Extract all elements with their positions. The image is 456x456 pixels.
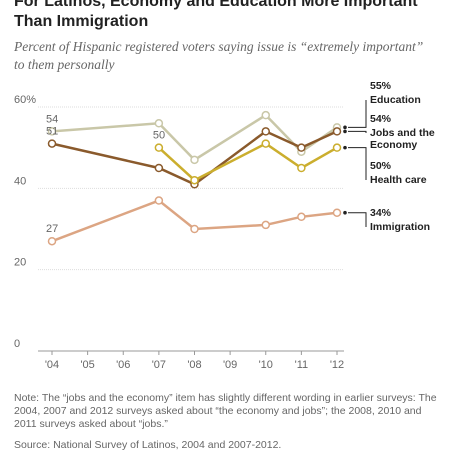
end-value-label: 34% xyxy=(370,207,392,219)
chart-title: For Latinos, Economy and Education More … xyxy=(14,0,418,30)
leader-dot xyxy=(343,125,347,130)
y-tick-label: 40 xyxy=(14,175,26,187)
point xyxy=(47,139,57,148)
point xyxy=(261,110,270,120)
leader xyxy=(348,130,367,133)
end-value-label: 54% xyxy=(370,113,392,125)
source: Source: National Survey of Latinos, 2004… xyxy=(14,439,282,451)
legend-label: Education xyxy=(370,94,421,106)
x-tick-label: '04 xyxy=(45,359,59,371)
leader-dot xyxy=(343,210,347,215)
legend-label: Jobs and the Economy xyxy=(370,127,435,151)
point xyxy=(332,208,342,217)
point xyxy=(261,139,270,148)
y-tick-label: 0 xyxy=(14,338,20,350)
x-tick-label: '08 xyxy=(187,359,201,371)
point xyxy=(261,220,270,230)
point xyxy=(190,175,199,185)
point xyxy=(332,143,342,152)
x-tick-label: '10 xyxy=(259,359,273,371)
series-line xyxy=(51,199,338,243)
series-line xyxy=(51,129,338,186)
point xyxy=(154,163,164,173)
point xyxy=(190,155,199,165)
leader xyxy=(348,212,367,227)
leader xyxy=(348,100,367,128)
leader-dot xyxy=(343,145,347,150)
legend-label: Health care xyxy=(370,174,427,186)
data-label: 51 xyxy=(46,126,58,138)
series-line xyxy=(51,113,338,162)
leader-dot xyxy=(343,129,347,134)
chart-subtitle: Percent of Hispanic registered voters sa… xyxy=(14,39,424,72)
x-tick-label: '06 xyxy=(116,359,130,371)
x-tick-label: '12 xyxy=(330,359,344,371)
data-label: 54 xyxy=(46,113,58,125)
point xyxy=(261,127,270,136)
point xyxy=(190,224,199,234)
point xyxy=(297,143,306,152)
point xyxy=(332,127,342,136)
x-tick-label: '11 xyxy=(295,359,309,371)
x-tick-label: '09 xyxy=(223,359,237,371)
leader xyxy=(348,147,367,180)
point xyxy=(297,212,306,222)
y-tick-label: 60% xyxy=(14,94,36,106)
y-tick-label: 20 xyxy=(14,257,26,269)
legend-label: Immigration xyxy=(370,221,431,233)
note: Note: The “jobs and the economy” item ha… xyxy=(14,392,437,430)
end-value-label: 50% xyxy=(370,160,392,172)
point xyxy=(154,143,164,152)
point xyxy=(154,119,164,128)
point xyxy=(47,127,57,136)
data-label: 27 xyxy=(46,223,58,235)
x-tick-label: '07 xyxy=(152,359,166,371)
data-label: 50 xyxy=(153,130,165,142)
point xyxy=(47,236,57,246)
point xyxy=(297,163,306,173)
point xyxy=(154,196,164,205)
end-value-label: 55% xyxy=(370,80,392,92)
x-tick-label: '05 xyxy=(80,359,94,371)
